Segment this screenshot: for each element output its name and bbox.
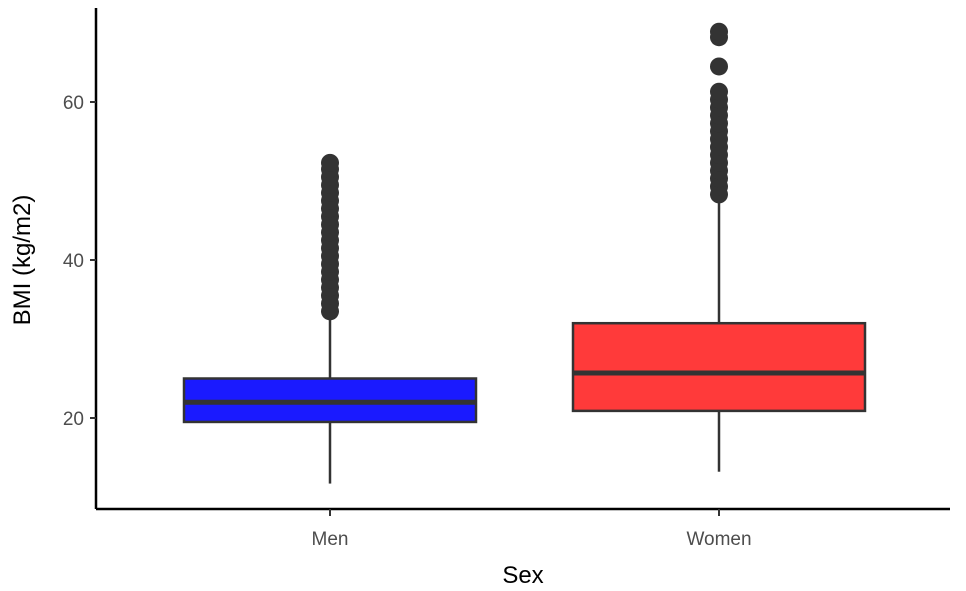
x-axis-ticks: Men Women	[312, 509, 752, 550]
outlier-point	[321, 153, 339, 172]
outlier-point	[710, 22, 728, 41]
boxplot-boxes	[182, 22, 867, 484]
y-axis-title: BMI (kg/m2)	[9, 195, 36, 326]
y-axis-ticks: 20 40 60	[63, 93, 96, 430]
iqr-box	[571, 321, 867, 413]
x-tick-label: Women	[686, 529, 751, 550]
y-tick-label: 40	[63, 251, 84, 272]
outlier-point	[710, 57, 728, 76]
y-tick-label: 60	[63, 93, 84, 114]
outlier-point	[710, 82, 728, 101]
y-tick-label: 20	[63, 409, 84, 430]
x-axis-title: Sex	[502, 562, 543, 589]
x-tick-label: Men	[312, 529, 349, 550]
